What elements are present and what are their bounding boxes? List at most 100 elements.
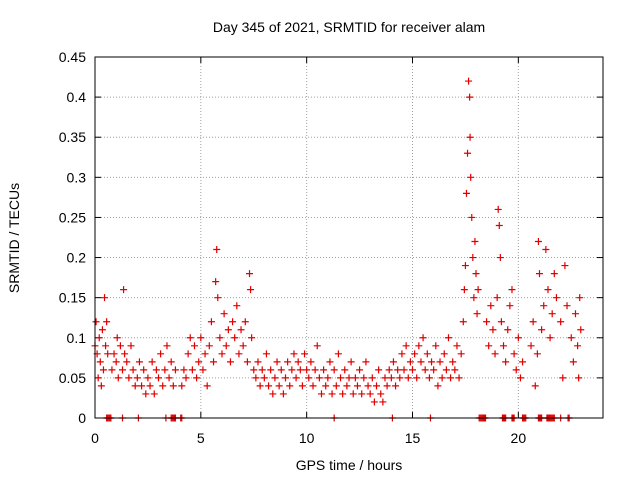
data-point [442, 366, 450, 374]
data-point [103, 318, 111, 326]
data-point [197, 334, 205, 342]
data-point [123, 358, 131, 366]
data-point [529, 318, 537, 326]
data-point [411, 350, 419, 358]
data-point [406, 358, 414, 366]
data-point [258, 366, 266, 374]
data-point [468, 213, 476, 221]
data-point [402, 342, 410, 350]
data-point [341, 366, 349, 374]
data-point [510, 350, 518, 358]
x-tick-label: 5 [197, 430, 205, 446]
data-point [438, 374, 446, 382]
data-point [571, 310, 579, 318]
data-point [398, 350, 406, 358]
data-point [366, 390, 374, 398]
data-point [233, 302, 241, 310]
y-tick-label: 0.3 [67, 169, 87, 185]
data-point [339, 390, 347, 398]
data-point [252, 374, 260, 382]
data-point [146, 382, 154, 390]
data-point [110, 350, 118, 358]
data-point [214, 294, 222, 302]
data-point [516, 374, 524, 382]
data-point [317, 390, 325, 398]
data-point [309, 382, 317, 390]
data-point [246, 270, 254, 278]
data-point [364, 382, 372, 390]
data-point [315, 374, 323, 382]
data-point [207, 318, 215, 326]
data-point [286, 382, 294, 390]
data-point [142, 390, 150, 398]
data-point [508, 286, 516, 294]
data-point [557, 318, 565, 326]
data-point [417, 358, 425, 366]
data-point [575, 374, 583, 382]
data-point [356, 366, 364, 374]
data-point [131, 382, 139, 390]
data-point [519, 358, 527, 366]
data-point [275, 382, 283, 390]
data-point [494, 205, 502, 213]
data-point [358, 390, 366, 398]
data-point [368, 374, 376, 382]
data-point [218, 350, 226, 358]
data-point [290, 350, 298, 358]
data-point [567, 334, 575, 342]
data-point [239, 342, 247, 350]
data-point [212, 278, 220, 286]
data-point [413, 374, 421, 382]
y-tick-label: 0.45 [59, 49, 86, 65]
data-point [375, 366, 383, 374]
data-point [301, 350, 309, 358]
data-point [262, 350, 270, 358]
data-point [491, 350, 499, 358]
data-point [536, 270, 543, 278]
data-point [284, 358, 292, 366]
data-point [447, 374, 455, 382]
data-point [373, 382, 381, 390]
data-point [469, 254, 477, 262]
data-point [383, 382, 391, 390]
data-point [377, 390, 385, 398]
data-point [231, 334, 239, 342]
data-point [305, 374, 313, 382]
data-point [430, 366, 438, 374]
data-point [96, 358, 104, 366]
data-point [155, 374, 162, 382]
data-point [311, 366, 319, 374]
data-point [451, 366, 459, 374]
data-point [199, 366, 207, 374]
data-point [279, 390, 287, 398]
data-point [277, 366, 285, 374]
data-point [409, 366, 416, 374]
data-point [320, 366, 328, 374]
data-point [462, 189, 470, 197]
data-point [205, 342, 213, 350]
data-point [169, 382, 177, 390]
data-point [186, 334, 194, 342]
data-point [466, 93, 474, 101]
data-point [502, 358, 510, 366]
data-point [178, 382, 186, 390]
data-point [465, 77, 473, 85]
data-point [203, 382, 211, 390]
data-point [250, 366, 258, 374]
data-point [148, 358, 156, 366]
data-point [497, 318, 505, 326]
data-point [449, 358, 457, 366]
data-point [102, 342, 110, 350]
data-point [385, 366, 393, 374]
data-point [506, 302, 514, 310]
data-point [400, 366, 408, 374]
data-point [473, 310, 481, 318]
x-tick-label: 15 [405, 430, 421, 446]
data-point [101, 294, 109, 302]
data-point [213, 246, 221, 254]
data-point [138, 382, 146, 390]
data-point [512, 366, 520, 374]
data-point [254, 358, 262, 366]
data-point [150, 390, 158, 398]
data-point [425, 374, 433, 382]
